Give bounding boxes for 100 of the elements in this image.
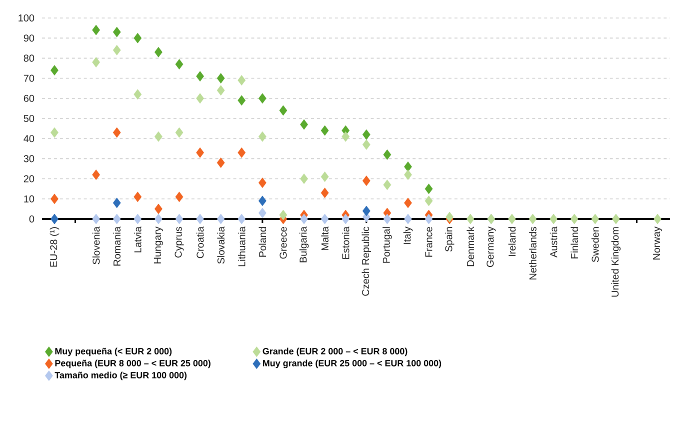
point — [196, 214, 204, 224]
y-tick-label: 10 — [24, 195, 34, 202]
point — [383, 149, 392, 160]
x-tick-label: Finland — [570, 227, 578, 258]
point — [238, 147, 246, 158]
point — [154, 204, 162, 214]
x-tick-label: United Kingdom — [611, 227, 621, 297]
x-tick-label: Greece — [280, 226, 287, 259]
point — [300, 174, 308, 184]
x-tick-label: Malta — [321, 226, 328, 250]
point — [112, 26, 121, 38]
x-tick-label: Italy — [403, 226, 413, 244]
legend-label: Pequeña (EUR 8 000 – < EUR 25 000) — [55, 360, 210, 368]
y-tick-label: 80 — [24, 54, 34, 62]
point — [134, 192, 142, 202]
x-tick-label: Hungary — [154, 226, 163, 264]
point — [50, 65, 58, 76]
x-tick-label: Norway — [653, 226, 662, 260]
x-tick-label: Germany — [486, 226, 496, 267]
x-tick-label: Netherlands — [529, 226, 536, 280]
point — [320, 188, 329, 198]
point — [550, 214, 558, 224]
x-tick-label: Latvia — [134, 226, 142, 252]
point — [112, 127, 121, 138]
point — [134, 214, 142, 224]
point — [154, 131, 162, 142]
point — [154, 214, 162, 224]
x-tick-label: France — [425, 226, 432, 257]
point — [175, 59, 184, 70]
point — [216, 85, 225, 96]
x-tick-label: Croatia — [196, 226, 204, 258]
point — [112, 214, 121, 224]
point — [238, 95, 246, 106]
point — [112, 44, 121, 56]
point — [154, 46, 162, 58]
point — [134, 32, 142, 44]
y-tick-label: 0 — [29, 215, 34, 223]
point — [654, 214, 662, 224]
x-tick-label: Portugal — [382, 227, 392, 263]
y-tick-label: 60 — [24, 94, 34, 102]
point — [612, 214, 620, 224]
point — [175, 127, 184, 138]
y-tick-label: 90 — [24, 34, 34, 42]
point — [196, 93, 204, 104]
point — [258, 131, 266, 142]
point — [258, 196, 266, 206]
point — [508, 214, 516, 224]
point — [362, 176, 370, 186]
legend-label: Tamaño medio (≥ EUR 100 000) — [54, 372, 187, 380]
point — [591, 214, 600, 224]
x-tick-label: Lithuania — [238, 226, 246, 266]
point — [238, 75, 246, 86]
point — [196, 71, 204, 82]
legend-label: Muy pequeña (< EUR 2 000) — [55, 348, 172, 356]
point — [216, 73, 225, 84]
point — [50, 194, 58, 204]
point — [112, 198, 121, 208]
point — [383, 180, 392, 190]
x-tick-label: Austria — [550, 226, 558, 258]
point — [383, 214, 392, 224]
point — [404, 214, 412, 224]
y-tick-label: 20 — [24, 175, 34, 182]
x-tick-label: Ireland — [508, 227, 516, 256]
point — [362, 129, 370, 140]
x-tick-label: Estonia — [342, 226, 350, 259]
point — [528, 214, 537, 224]
point — [92, 24, 100, 36]
y-tick-label: 50 — [24, 114, 34, 122]
y-tick-label: 70 — [24, 74, 34, 82]
point — [362, 139, 370, 150]
x-tick-label: Poland — [258, 227, 266, 257]
x-tick-label: EU-28 (¹) — [50, 227, 60, 267]
point — [342, 131, 350, 142]
point — [238, 214, 246, 224]
y-tick-label: 40 — [24, 135, 34, 142]
point — [258, 93, 266, 104]
point — [279, 105, 288, 116]
y-tick-label: 100 — [18, 14, 34, 22]
point — [466, 214, 474, 224]
point — [342, 214, 350, 224]
x-tick-label: Spain — [444, 227, 454, 252]
point — [300, 214, 308, 224]
point — [320, 125, 329, 136]
point — [424, 214, 433, 224]
x-tick-label: Romania — [113, 226, 121, 266]
point — [92, 57, 100, 68]
point — [362, 206, 370, 216]
x-tick-label: Cyprus — [174, 226, 184, 258]
point — [175, 214, 184, 224]
x-tick-label: Bulgaria — [299, 226, 309, 262]
x-tick-label: Denmark — [466, 226, 474, 266]
point — [216, 214, 225, 224]
point — [50, 127, 58, 138]
point — [404, 170, 412, 180]
point — [134, 89, 142, 100]
point — [424, 196, 433, 206]
legend-label: Grande (EUR 2 000 – < EUR 8 000) — [262, 348, 408, 356]
point — [404, 162, 412, 172]
point — [258, 208, 266, 218]
point — [424, 184, 433, 194]
